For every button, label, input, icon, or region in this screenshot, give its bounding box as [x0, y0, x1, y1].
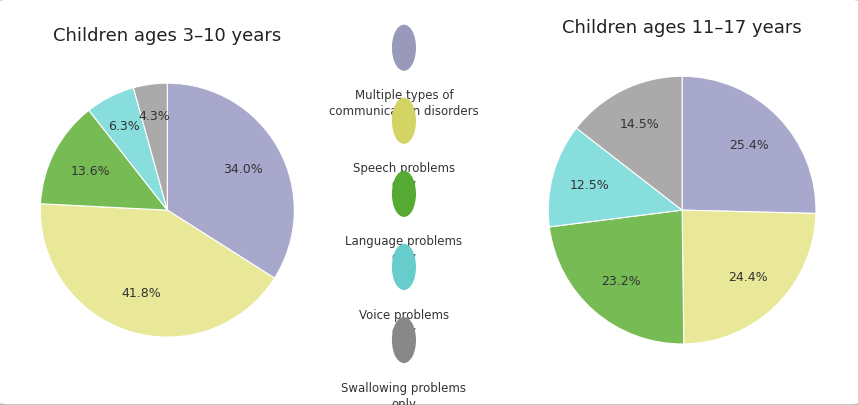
Title: Children ages 11–17 years: Children ages 11–17 years: [562, 19, 802, 36]
Wedge shape: [40, 204, 275, 337]
Text: Speech problems
only: Speech problems only: [353, 162, 455, 191]
Circle shape: [393, 26, 415, 71]
Text: Language problems
only: Language problems only: [346, 235, 462, 264]
Wedge shape: [682, 77, 816, 214]
Text: Swallowing problems
only: Swallowing problems only: [341, 381, 467, 405]
Wedge shape: [133, 84, 167, 211]
Title: Children ages 3–10 years: Children ages 3–10 years: [53, 27, 281, 45]
Circle shape: [393, 99, 415, 144]
Circle shape: [393, 318, 415, 362]
Wedge shape: [89, 89, 167, 211]
Wedge shape: [549, 211, 684, 344]
Circle shape: [393, 245, 415, 290]
Text: 34.0%: 34.0%: [223, 163, 263, 176]
Text: 6.3%: 6.3%: [108, 119, 140, 132]
Text: 12.5%: 12.5%: [569, 179, 609, 192]
Text: 41.8%: 41.8%: [121, 286, 161, 299]
Text: 23.2%: 23.2%: [601, 275, 640, 288]
Text: 13.6%: 13.6%: [71, 164, 111, 177]
Text: Multiple types of
communication disorders: Multiple types of communication disorder…: [329, 89, 479, 118]
Wedge shape: [167, 84, 294, 279]
Wedge shape: [548, 129, 682, 227]
Text: 25.4%: 25.4%: [729, 139, 769, 152]
Text: 14.5%: 14.5%: [619, 118, 660, 131]
Wedge shape: [682, 211, 816, 344]
Wedge shape: [40, 111, 167, 211]
Wedge shape: [577, 77, 682, 211]
Text: 4.3%: 4.3%: [139, 110, 171, 123]
Circle shape: [393, 172, 415, 217]
Text: Voice problems
only: Voice problems only: [359, 308, 449, 337]
Text: 24.4%: 24.4%: [728, 271, 768, 284]
